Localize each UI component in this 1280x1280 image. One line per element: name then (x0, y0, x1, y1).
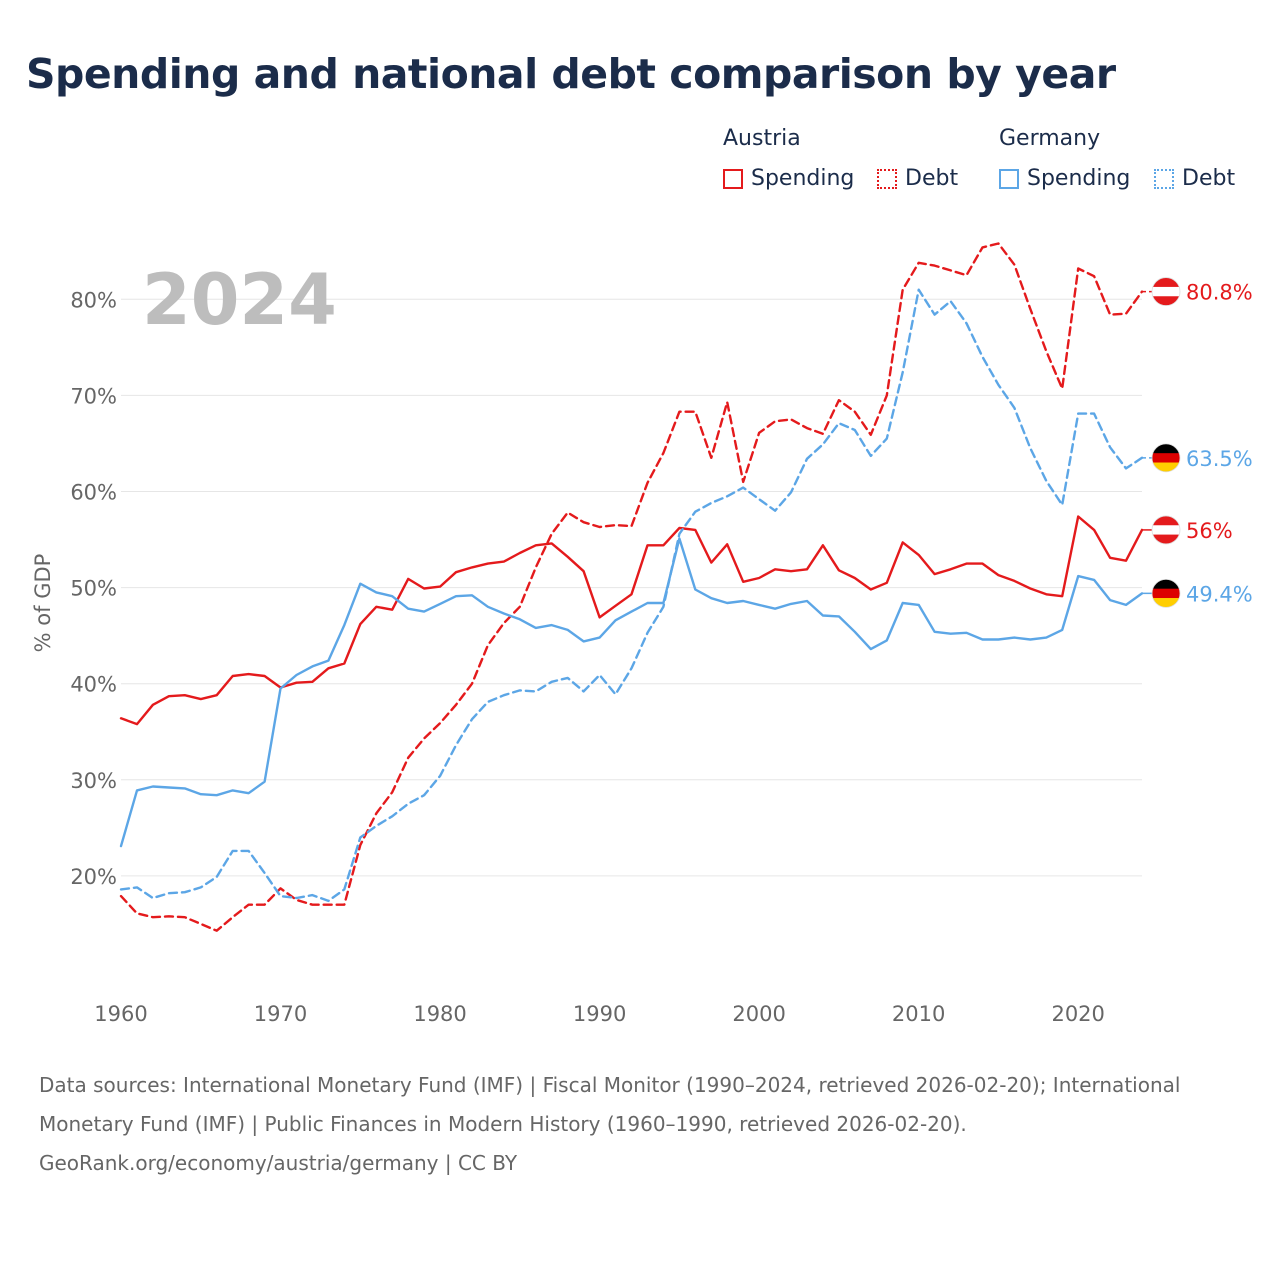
x-tick-label: 2010 (892, 1002, 945, 1026)
credit-line: GeoRank.org/economy/austria/germany | CC… (39, 1151, 518, 1175)
x-tick-label: 2020 (1051, 1002, 1104, 1026)
flag-stripes (1152, 443, 1180, 472)
austria-end-value-label: 56% (1186, 519, 1233, 543)
gridlines (121, 298, 1142, 877)
legend-swatch-dotted (877, 168, 897, 189)
flag-stripe (1152, 277, 1180, 288)
flag-stripe (1152, 453, 1180, 464)
germany-flag-icon (1151, 578, 1181, 608)
legend-germany-spending[interactable]: Spending (999, 166, 1130, 191)
y-tick-label: 40% (70, 673, 117, 697)
footer: Data sources: International Monetary Fun… (39, 1066, 1239, 1183)
legend-group-austria: Austria (723, 126, 801, 151)
legend-label: Debt (905, 166, 959, 191)
legend: Austria Spending Debt Germany Spending D… (0, 122, 1280, 212)
flag-stripe (1152, 534, 1180, 544)
legend-germany-debt[interactable]: Debt (1154, 166, 1235, 191)
legend-label: Spending (1027, 166, 1131, 191)
legend-swatch-solid (999, 168, 1019, 189)
legend-swatch-solid (723, 168, 743, 189)
flag-stripe (1152, 286, 1180, 297)
line-chart: 2024 20%30%40%50%60%70%80% 1960 1970 1980 1… (31, 242, 1253, 1026)
flag-stripe (1152, 579, 1180, 590)
x-tick-label: 1970 (254, 1002, 307, 1026)
austria-flag-icon (1151, 277, 1181, 306)
y-tick-label: 20% (70, 865, 117, 889)
austria-debt-line (119, 242, 1144, 932)
legend-group-germany: Germany (999, 126, 1101, 151)
austria-spending-line (119, 515, 1144, 726)
flag-outline (1151, 515, 1181, 545)
flag-stripe (1152, 462, 1180, 472)
flag-outline (1151, 578, 1181, 608)
x-tick-label: 2000 (732, 1002, 785, 1026)
legend-swatch-dotted (1154, 168, 1174, 189)
germany-end-value-label: 49.4% (1186, 582, 1253, 606)
data-sources: Data sources: International Monetary Fun… (39, 1073, 1181, 1136)
chart-title: Spending and national debt comparison by… (26, 50, 1116, 98)
x-axis: 1960 1970 1980 1990 2000 2010 2020 (94, 1002, 1105, 1026)
x-tick-label: 1960 (94, 1002, 147, 1026)
y-tick-label: 60% (70, 480, 117, 504)
austria-flag-icon (1151, 515, 1181, 545)
flag-stripes (1152, 515, 1180, 544)
flag-stripes (1152, 277, 1180, 306)
flag-stripe (1152, 515, 1180, 526)
germany-debt-line (119, 288, 1144, 903)
flag-stripe (1152, 443, 1180, 454)
legend-austria-debt[interactable]: Debt (877, 166, 958, 191)
y-axis: 20% 30% 40% 50% 60% 70% 80% (70, 288, 117, 889)
y-tick-label: 50% (70, 577, 117, 601)
y-tick-label: 30% (70, 769, 117, 793)
austria-end-value-label: 80.8% (1186, 281, 1253, 305)
flag-stripes (1152, 579, 1180, 608)
legend-label: Debt (1182, 166, 1236, 191)
end-labels: 80.8% 63.5% 56% 49.4% (1142, 277, 1253, 608)
legend-austria-spending[interactable]: Spending (723, 166, 854, 191)
series-lines (119, 242, 1144, 932)
y-tick-label: 80% (70, 288, 117, 312)
y-tick-label: 70% (70, 384, 117, 408)
germany-end-value-label: 63.5% (1186, 447, 1253, 471)
germany-spending-line (119, 537, 1144, 848)
flag-stripe (1152, 525, 1180, 536)
flag-stripe (1152, 588, 1180, 599)
year-watermark: 2024 (142, 259, 337, 341)
flag-stripe (1152, 598, 1180, 608)
germany-flag-icon (1151, 443, 1181, 473)
x-tick-label: 1980 (413, 1002, 466, 1026)
legend-label: Spending (751, 166, 855, 191)
y-axis-label: % of GDP (31, 554, 55, 653)
x-tick-label: 1990 (573, 1002, 626, 1026)
flag-outline (1151, 277, 1181, 306)
flag-stripe (1152, 296, 1180, 306)
flag-outline (1151, 443, 1181, 473)
